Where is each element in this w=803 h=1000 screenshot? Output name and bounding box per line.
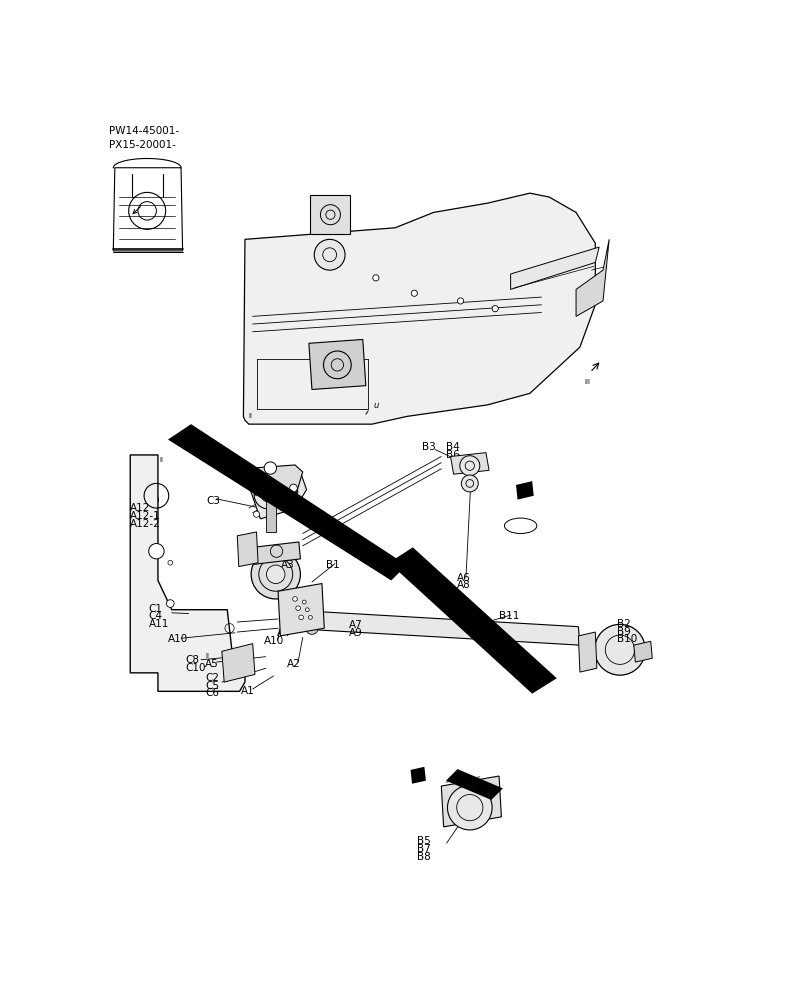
Polygon shape [510, 247, 598, 289]
Text: A12: A12 [129, 503, 149, 513]
Text: C2: C2 [205, 673, 218, 683]
Text: B7: B7 [416, 844, 430, 854]
Circle shape [299, 615, 303, 620]
Text: C9: C9 [284, 488, 299, 498]
Circle shape [292, 597, 297, 601]
Circle shape [149, 544, 164, 559]
Polygon shape [237, 532, 258, 567]
Circle shape [459, 456, 479, 476]
Text: A12-1: A12-1 [129, 511, 160, 521]
Text: A4: A4 [277, 628, 291, 638]
Text: PW14-45001-
PX15-20001-: PW14-45001- PX15-20001- [108, 126, 178, 150]
Circle shape [593, 624, 645, 675]
Text: B2: B2 [616, 619, 630, 629]
Polygon shape [516, 481, 533, 500]
Text: u: u [373, 401, 378, 410]
Text: III: III [584, 379, 590, 385]
Circle shape [296, 606, 300, 610]
Text: B10: B10 [616, 634, 636, 644]
Text: C8: C8 [185, 655, 199, 665]
Circle shape [461, 475, 478, 492]
Text: A1: A1 [241, 686, 255, 696]
Polygon shape [266, 466, 275, 532]
Text: C3: C3 [206, 496, 220, 506]
Text: A2: A2 [287, 659, 300, 669]
Text: II: II [205, 653, 209, 659]
Circle shape [373, 275, 378, 281]
Text: C1: C1 [149, 604, 162, 614]
Polygon shape [312, 611, 579, 645]
Circle shape [411, 290, 417, 296]
Text: C5: C5 [205, 681, 218, 691]
Circle shape [266, 565, 284, 584]
Text: B5: B5 [416, 836, 430, 846]
Text: II: II [248, 413, 252, 419]
Text: C4: C4 [149, 611, 162, 621]
Text: B4: B4 [446, 442, 459, 452]
Polygon shape [633, 641, 651, 662]
Polygon shape [389, 547, 556, 694]
Polygon shape [243, 193, 594, 424]
Text: A7: A7 [349, 620, 362, 631]
Text: A10: A10 [168, 634, 188, 644]
Polygon shape [252, 542, 300, 564]
Text: C7: C7 [284, 480, 299, 490]
Text: A10: A10 [264, 636, 284, 646]
Text: A6: A6 [456, 573, 470, 583]
Text: A8: A8 [456, 580, 470, 590]
Polygon shape [113, 168, 182, 251]
Circle shape [314, 239, 344, 270]
Circle shape [305, 622, 318, 634]
Circle shape [289, 484, 297, 492]
Polygon shape [130, 455, 245, 691]
Polygon shape [450, 453, 488, 474]
Text: B11: B11 [499, 611, 519, 621]
Text: A11: A11 [149, 619, 169, 629]
Text: A12-2: A12-2 [129, 519, 160, 529]
Circle shape [305, 608, 309, 612]
Polygon shape [446, 769, 503, 800]
Circle shape [491, 306, 498, 312]
Text: C6: C6 [205, 688, 218, 698]
Circle shape [302, 600, 306, 604]
Text: B6: B6 [446, 450, 459, 460]
Polygon shape [441, 776, 501, 827]
Circle shape [253, 511, 259, 517]
Polygon shape [252, 465, 303, 495]
Polygon shape [168, 424, 406, 580]
Text: A9: A9 [349, 628, 362, 638]
Circle shape [447, 785, 491, 830]
Polygon shape [308, 339, 365, 389]
Circle shape [166, 600, 174, 607]
Text: A3: A3 [281, 560, 295, 570]
Text: A5: A5 [205, 659, 218, 669]
Text: B3: B3 [422, 442, 435, 452]
Polygon shape [278, 584, 324, 636]
Circle shape [308, 615, 312, 619]
Polygon shape [248, 473, 306, 519]
Polygon shape [222, 644, 255, 682]
Text: B1: B1 [325, 560, 339, 570]
Polygon shape [577, 632, 596, 672]
Polygon shape [410, 767, 426, 784]
Text: II: II [159, 457, 163, 463]
Circle shape [168, 560, 173, 565]
Polygon shape [310, 195, 350, 234]
Circle shape [264, 462, 276, 474]
Text: B8: B8 [416, 852, 430, 861]
Text: C10: C10 [185, 663, 206, 673]
Text: B9: B9 [616, 627, 630, 637]
Circle shape [457, 298, 463, 304]
Circle shape [251, 550, 300, 599]
Polygon shape [575, 239, 609, 316]
